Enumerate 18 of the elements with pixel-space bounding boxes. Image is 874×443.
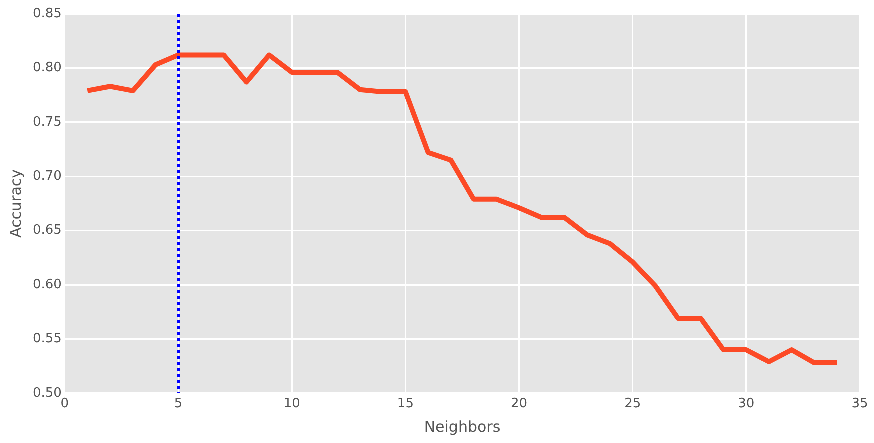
x-tick-label: 20: [510, 396, 528, 412]
y-tick-label: 0.60: [32, 277, 62, 292]
x-tick-label: 30: [738, 396, 755, 412]
y-axis-title: Accuracy: [6, 169, 25, 238]
y-tick-label: 0.65: [32, 223, 62, 238]
x-tick-label: 35: [852, 396, 868, 412]
x-axis-title: Neighbors: [424, 418, 501, 436]
y-tick-label: 0.80: [32, 60, 62, 76]
x-tick-label: 0: [60, 396, 70, 412]
x-tick-label: 5: [174, 396, 183, 412]
y-tick-label: 0.85: [32, 6, 62, 22]
x-tick-label: 15: [397, 396, 414, 412]
y-tick-label: 0.50: [32, 386, 62, 401]
y-tick-label: 0.75: [32, 114, 62, 130]
x-tick-label: 25: [624, 396, 642, 412]
y-tick-label: 0.55: [32, 332, 62, 347]
x-tick-label: 10: [284, 396, 300, 412]
y-tick-label: 0.70: [32, 168, 62, 184]
